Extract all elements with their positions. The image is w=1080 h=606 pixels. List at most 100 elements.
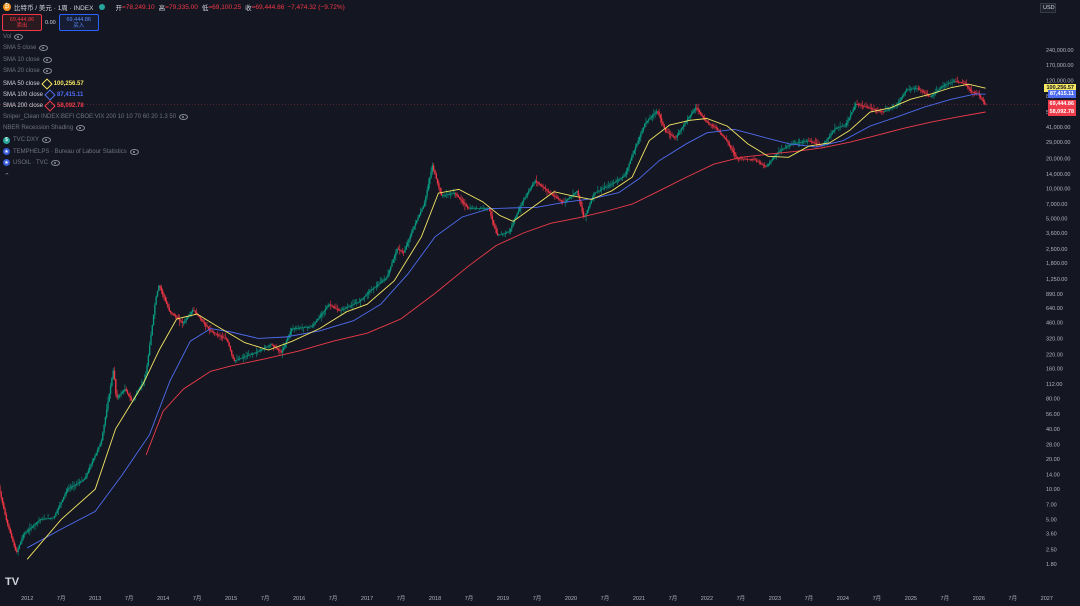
y-tick-label: 890.00	[1046, 292, 1063, 298]
candle-body	[849, 114, 852, 118]
y-tick-label: 56.00	[1046, 412, 1060, 418]
candle-body	[20, 541, 22, 545]
candle-body	[234, 360, 237, 361]
indicator-row[interactable]: $ TVC:DXY	[3, 136, 52, 144]
candle-body	[130, 398, 133, 401]
candle-body	[750, 159, 753, 160]
candle-body	[116, 393, 118, 398]
sma100-line	[26, 93, 986, 549]
candle-body	[740, 158, 742, 160]
candle-body	[404, 249, 406, 253]
candle-body	[689, 115, 691, 117]
candle-body	[886, 110, 888, 111]
settings-icon[interactable]	[44, 100, 56, 113]
visibility-icon[interactable]	[42, 56, 52, 63]
visibility-icon[interactable]	[39, 45, 49, 52]
y-tick-label: 10,000.00	[1046, 187, 1070, 193]
visibility-icon[interactable]	[14, 34, 24, 40]
candle-body	[909, 88, 912, 90]
close-label: 收	[245, 5, 252, 12]
indicator-row[interactable]: SMA 5 close	[3, 45, 49, 52]
x-tick-label: 7月	[125, 595, 134, 602]
candle-body	[722, 134, 724, 137]
visibility-icon[interactable]	[51, 159, 61, 166]
candle-body	[490, 211, 492, 216]
visibility-icon[interactable]	[42, 137, 52, 144]
candle-body	[469, 208, 471, 210]
candle-body	[231, 350, 233, 355]
candle-body	[632, 153, 634, 158]
candle-body	[954, 81, 956, 82]
candle-body	[754, 159, 757, 161]
candle-body	[124, 389, 126, 391]
candle-body	[271, 344, 273, 346]
candle-body	[556, 197, 559, 199]
candle-body	[435, 174, 437, 179]
buy-button[interactable]: 69,444.86 买入	[58, 14, 99, 31]
candle-body	[378, 283, 380, 285]
candle-body	[752, 159, 754, 160]
candle-body	[232, 354, 234, 359]
candle-body	[814, 143, 817, 144]
candle-body	[126, 391, 129, 394]
candle-body	[866, 107, 869, 108]
visibility-icon[interactable]	[42, 68, 52, 75]
candle-body	[624, 174, 626, 177]
candle-body	[161, 290, 164, 294]
candle-body	[615, 181, 617, 183]
candle-body	[362, 297, 365, 299]
settings-icon[interactable]	[41, 77, 53, 90]
candle-body	[815, 143, 818, 145]
candle-body	[660, 118, 663, 122]
visibility-icon[interactable]	[129, 148, 139, 155]
candle-body	[950, 82, 952, 84]
candle-body	[805, 141, 807, 142]
candle-body	[647, 119, 650, 121]
collapse-legend-button[interactable]: ⌃	[4, 173, 10, 180]
candle-body	[285, 340, 288, 344]
candle-body	[530, 186, 533, 189]
candle-body	[82, 480, 84, 481]
candle-body	[113, 370, 116, 380]
candle-body	[333, 307, 336, 309]
indicator-row[interactable]: ★ TEMPHELPS · Bureau of Labour Statistics	[3, 148, 139, 155]
candle-body	[581, 206, 583, 212]
candle-body	[457, 195, 460, 198]
candle-body	[810, 141, 813, 143]
indicator-row[interactable]: ★ USOIL · TVC	[3, 159, 61, 167]
candle-body	[882, 111, 884, 113]
candle-body	[9, 528, 11, 534]
candle-body	[240, 358, 242, 359]
candle-body	[603, 187, 606, 189]
candle-body	[787, 145, 789, 147]
indicator-row[interactable]: SMA 200 close 58,092.78	[3, 100, 84, 113]
close-value: =69,444.86	[251, 3, 285, 11]
indicator-row[interactable]: SMA 20 close	[3, 68, 52, 75]
indicator-row[interactable]: SMA 100 close 87,415.11	[3, 89, 83, 101]
visibility-icon[interactable]	[76, 125, 86, 132]
visibility-icon[interactable]	[179, 113, 189, 120]
indicator-row[interactable]: SMA 50 close 100,256.57	[3, 77, 84, 90]
tradingview-logo[interactable]: TV	[5, 576, 20, 588]
currency-selector[interactable]: USD	[1040, 3, 1056, 13]
candle-body	[552, 194, 555, 196]
candle-body	[59, 504, 61, 508]
candle-body	[440, 192, 443, 196]
indicator-row[interactable]: Vol	[3, 34, 24, 40]
candle-body	[520, 205, 522, 209]
candle-body	[324, 308, 327, 311]
settings-icon[interactable]	[44, 89, 56, 101]
candle-body	[659, 114, 662, 119]
indicator-row[interactable]: Sniper_Clean INDEX:BEFI CBOE:VIX 200 10 …	[3, 113, 189, 120]
sell-button[interactable]: 69,444.86 卖出	[2, 14, 42, 31]
candle-body	[23, 533, 26, 535]
indicator-row[interactable]: SMA 10 close	[3, 56, 52, 63]
candle-body	[163, 293, 165, 298]
candle-body	[972, 92, 974, 93]
candle-body	[266, 346, 268, 348]
indicator-row[interactable]: NBER Recession Shading	[3, 125, 86, 132]
candle-body	[102, 432, 104, 441]
symbol-title[interactable]: 比特币 / 美元 · 1周 · INDEX	[14, 5, 94, 12]
